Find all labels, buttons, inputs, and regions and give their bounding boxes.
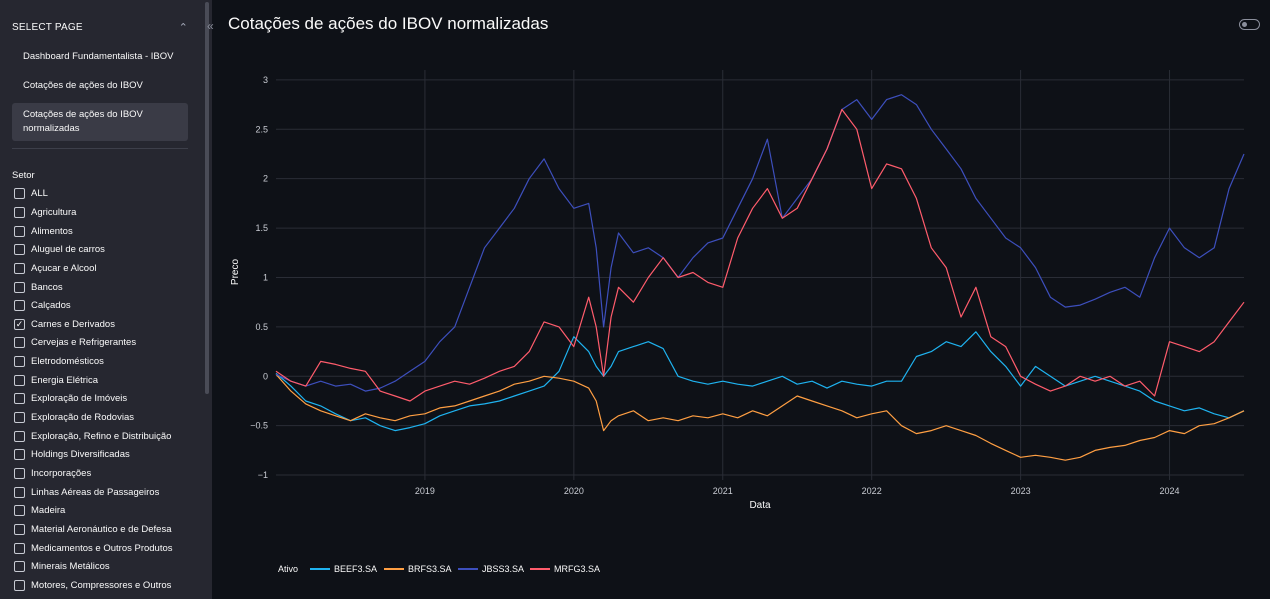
x-axis-ticks: 2019 2020 2021 2022 2023 2024 bbox=[415, 486, 1180, 496]
sector-label: Motores, Compressores e Outros bbox=[31, 580, 172, 591]
y-tick-label: 2 bbox=[263, 174, 268, 184]
y-tick-label: −1 bbox=[258, 470, 268, 480]
sector-label: Exploração de Rodovias bbox=[31, 412, 134, 423]
x-tick-label: 2020 bbox=[564, 486, 584, 496]
legend-item-label: MRFG3.SA bbox=[554, 564, 600, 574]
sector-label: Linhas Aéreas de Passageiros bbox=[31, 487, 160, 498]
sidebar: SELECT PAGE ⌃ Dashboard Fundamentalista … bbox=[0, 0, 212, 599]
nav-item-dashboard[interactable]: Dashboard Fundamentalista - IBOV bbox=[12, 50, 188, 64]
nav-item-cotacoes[interactable]: Cotações de ações do IBOV bbox=[12, 79, 188, 93]
x-tick-label: 2024 bbox=[1160, 486, 1180, 496]
y-tick-label: 1.5 bbox=[255, 223, 268, 233]
sector-label: Carnes e Derivados bbox=[31, 319, 115, 330]
sidebar-divider bbox=[12, 148, 188, 149]
setor-label: Setor bbox=[12, 170, 35, 181]
y-tick-label: 1 bbox=[263, 272, 268, 282]
toggle-knob bbox=[1242, 22, 1247, 27]
chart-series bbox=[275, 94, 1245, 461]
x-tick-label: 2022 bbox=[862, 486, 882, 496]
x-tick-label: 2021 bbox=[713, 486, 733, 496]
sector-label: Material Aeronáutico e de Defesa bbox=[31, 524, 172, 535]
checkbox[interactable] bbox=[14, 300, 25, 311]
checkbox[interactable] bbox=[14, 412, 25, 423]
sector-label: Minerais Metálicos bbox=[31, 561, 110, 572]
line-chart[interactable]: −1 −0.5 0 0.5 1 1.5 2 2.5 3 2019 2020 2021 2022 2023… bbox=[212, 50, 1260, 590]
sector-label: Agricultura bbox=[31, 207, 77, 218]
series-line-beef3-sa bbox=[275, 331, 1245, 432]
checkbox[interactable] bbox=[14, 337, 25, 348]
sidebar-scrollbar[interactable] bbox=[205, 2, 209, 394]
select-page-label: SELECT PAGE bbox=[12, 22, 83, 33]
checkbox[interactable] bbox=[14, 505, 25, 516]
select-page-header[interactable]: SELECT PAGE ⌃ bbox=[12, 22, 192, 36]
series-line-mrfg3-sa bbox=[275, 108, 1245, 402]
y-axis-title: Preco bbox=[230, 259, 241, 286]
checkbox[interactable] bbox=[14, 487, 25, 498]
checkbox[interactable] bbox=[14, 468, 25, 479]
checkbox[interactable] bbox=[14, 543, 25, 554]
series-line-jbss3-sa bbox=[275, 94, 1245, 392]
theme-toggle[interactable] bbox=[1239, 19, 1260, 30]
y-tick-label: 0.5 bbox=[255, 322, 268, 332]
sector-label: Açucar e Alcool bbox=[31, 263, 97, 274]
x-axis-title: Data bbox=[749, 500, 771, 511]
sector-label: Calçados bbox=[31, 300, 71, 311]
y-tick-label: −0.5 bbox=[250, 421, 268, 431]
sector-label: Medicamentos e Outros Produtos bbox=[31, 543, 173, 554]
checkbox[interactable] bbox=[14, 431, 25, 442]
sector-label: Exploração, Refino e Distribuição bbox=[31, 431, 172, 442]
checkbox[interactable] bbox=[14, 524, 25, 535]
series-line-brfs3-sa bbox=[275, 373, 1245, 461]
nav-item-label: Dashboard Fundamentalista - IBOV bbox=[23, 51, 174, 62]
legend-item-label: BEEF3.SA bbox=[334, 564, 377, 574]
legend-item-label: BRFS3.SA bbox=[408, 564, 452, 574]
sector-label: Bancos bbox=[31, 282, 63, 293]
sector-label: Energia Elétrica bbox=[31, 375, 99, 386]
sector-label: Aluguel de carros bbox=[31, 244, 105, 255]
x-tick-label: 2019 bbox=[415, 486, 435, 496]
checkbox[interactable] bbox=[14, 263, 25, 274]
double-chevron-left-icon[interactable]: « bbox=[207, 19, 214, 33]
checkbox[interactable] bbox=[14, 226, 25, 237]
legend-item-label: JBSS3.SA bbox=[482, 564, 524, 574]
checkbox[interactable] bbox=[14, 375, 25, 386]
sector-label: Alimentos bbox=[31, 226, 73, 237]
chart-grid bbox=[276, 70, 1244, 480]
sector-label: Madeira bbox=[31, 505, 66, 516]
checkbox[interactable] bbox=[14, 356, 25, 367]
checkbox-checked[interactable]: ✓ bbox=[14, 319, 25, 330]
y-tick-label: 2.5 bbox=[255, 124, 268, 134]
checkbox[interactable] bbox=[14, 393, 25, 404]
checkbox[interactable] bbox=[14, 282, 25, 293]
checkbox[interactable] bbox=[14, 244, 25, 255]
nav-item-cotacoes-normalizadas[interactable]: Cotações de ações do IBOV normalizadas bbox=[12, 103, 188, 141]
nav-item-label: Cotações de ações do IBOV bbox=[23, 80, 143, 91]
chart-legend: Ativo BEEF3.SA BRFS3.SA JBSS3.SA MRFG3.SA bbox=[278, 564, 600, 574]
y-axis-ticks: −1 −0.5 0 0.5 1 1.5 2 2.5 3 bbox=[250, 75, 268, 480]
sector-label: Cervejas e Refrigerantes bbox=[31, 337, 137, 348]
y-tick-label: 0 bbox=[263, 371, 268, 381]
sector-label: Incorporações bbox=[31, 468, 92, 479]
sector-label: Holdings Diversificadas bbox=[31, 449, 130, 460]
checkbox[interactable] bbox=[14, 449, 25, 460]
y-tick-label: 3 bbox=[263, 75, 268, 85]
legend-title: Ativo bbox=[278, 564, 298, 574]
chevron-up-icon[interactable]: ⌃ bbox=[178, 22, 188, 34]
checkbox[interactable] bbox=[14, 207, 25, 218]
checkbox[interactable] bbox=[14, 561, 25, 572]
checkbox[interactable] bbox=[14, 188, 25, 199]
sector-label: Eletrodomésticos bbox=[31, 356, 104, 367]
sector-label: Exploração de Imóveis bbox=[31, 393, 128, 404]
sector-label: ALL bbox=[31, 188, 48, 199]
page-title: Cotações de ações do IBOV normalizadas bbox=[228, 14, 549, 33]
x-tick-label: 2023 bbox=[1011, 486, 1031, 496]
nav-item-label: Cotações de ações do IBOV normalizadas bbox=[23, 109, 143, 134]
checkbox[interactable] bbox=[14, 580, 25, 591]
